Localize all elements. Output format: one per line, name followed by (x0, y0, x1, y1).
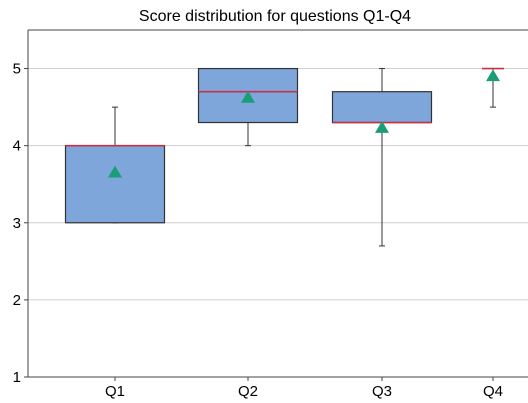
mean-marker-q2 (241, 90, 255, 103)
axes (24, 29, 528, 381)
boxes (64, 67, 504, 247)
box-group-q4 (482, 67, 504, 108)
x-tick-label-q2: Q2 (238, 383, 258, 400)
box-group-q2 (197, 67, 299, 147)
y-tick-label-4: 4 (13, 138, 21, 155)
y-tick-label-3: 3 (13, 215, 21, 232)
box-group-q1 (64, 106, 166, 224)
box-q1 (64, 145, 166, 224)
tick-labels: 1 2 3 4 5 Q1 Q2 Q3 Q4 (13, 61, 503, 400)
x-tick-label-q3: Q3 (372, 383, 392, 400)
chart-title: Score distribution for questions Q1-Q4 (139, 8, 411, 25)
box-group-q3 (331, 68, 433, 247)
y-tick-label-1: 1 (13, 369, 21, 386)
mean-marker-q3 (375, 120, 389, 133)
x-tick-label-q1: Q1 (105, 383, 125, 400)
y-tick-label-5: 5 (13, 61, 21, 78)
mean-marker-q4 (486, 69, 500, 82)
mean-marker-q1 (108, 165, 122, 178)
box-q3 (331, 91, 433, 124)
x-tick-label-q4: Q4 (483, 383, 503, 400)
y-tick-label-2: 2 (13, 292, 21, 309)
